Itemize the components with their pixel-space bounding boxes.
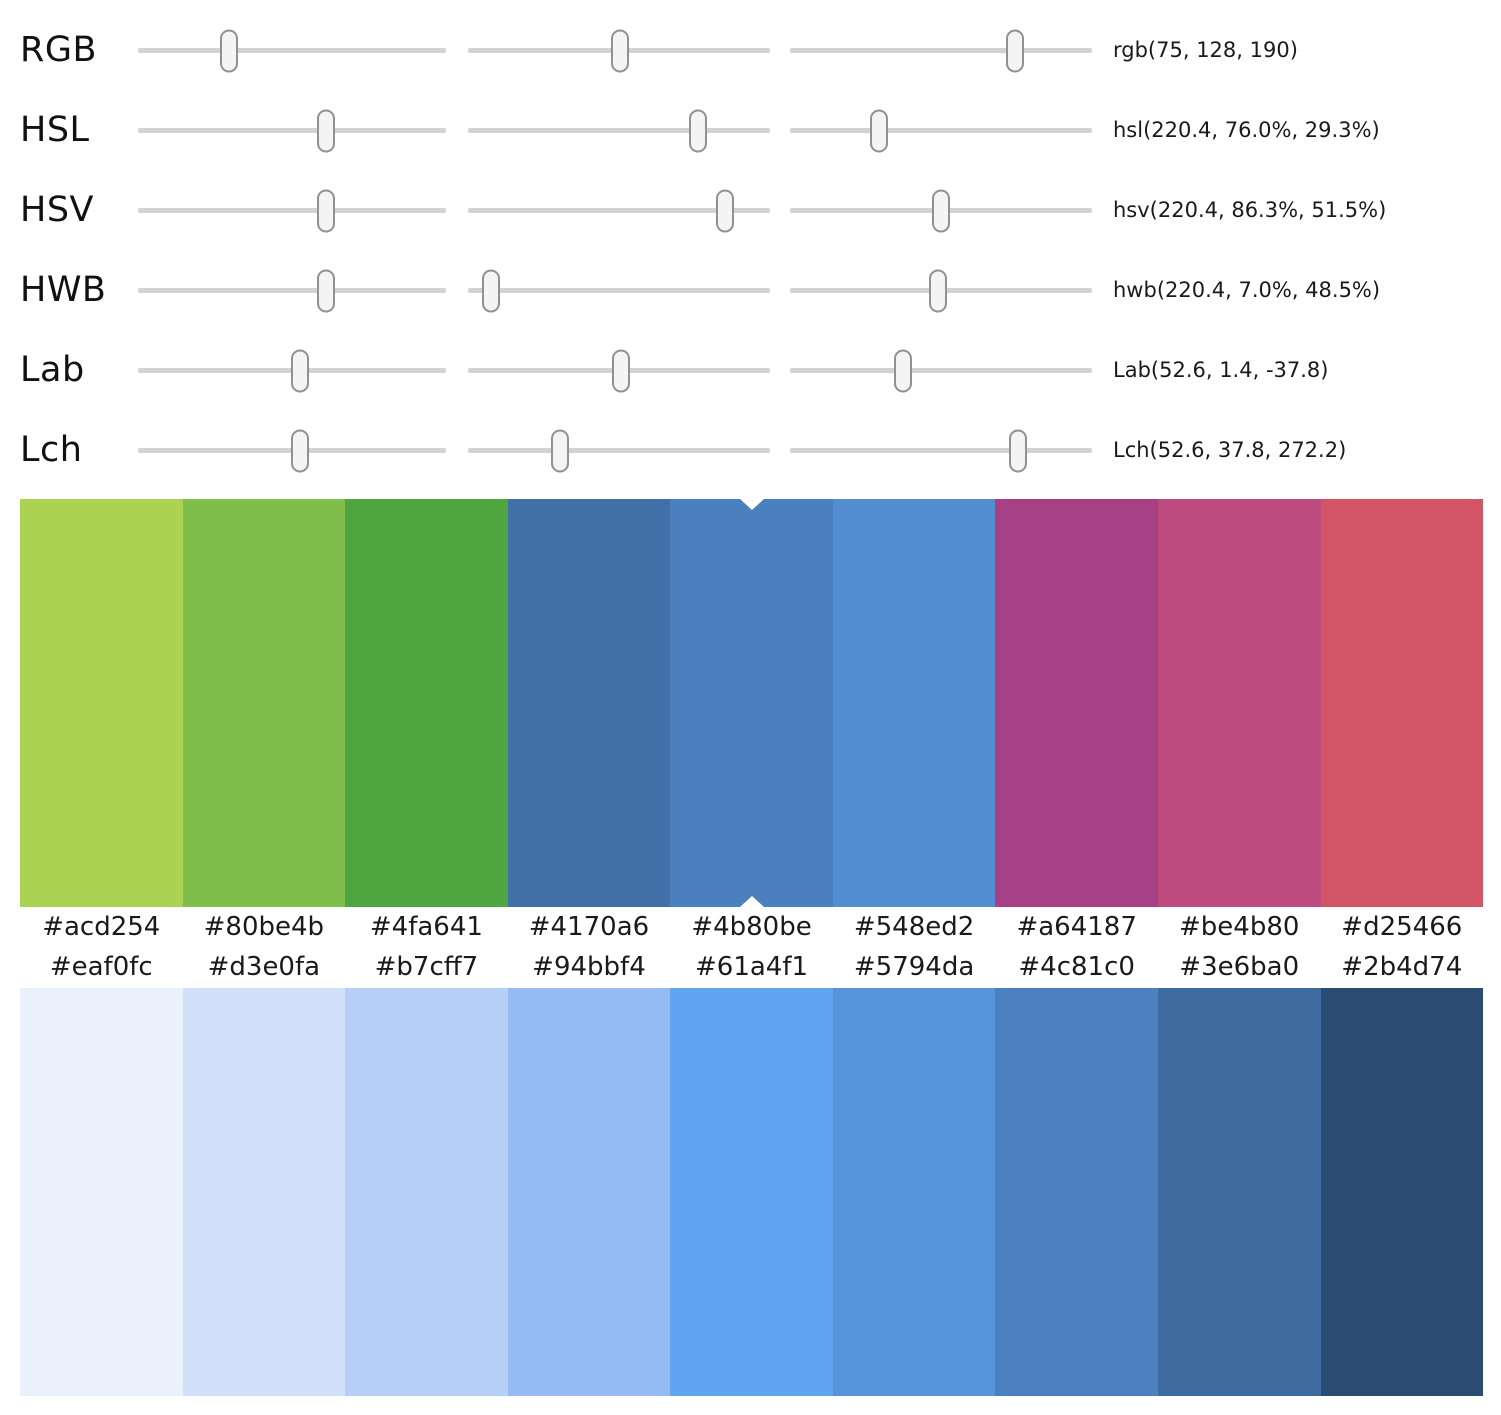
colorspace-label-lab: Lab xyxy=(20,350,85,390)
hwb-value-text: hwb(220.4, 7.0%, 48.5%) xyxy=(1113,278,1381,302)
slider-row-hsl: HSL hsl(220.4, 76.0%, 29.3%) xyxy=(0,90,1501,170)
palette-swatch[interactable] xyxy=(995,988,1158,1396)
palette-swatch[interactable] xyxy=(20,499,183,907)
lch-h-slider-track[interactable] xyxy=(790,429,1092,472)
swatch-hex-label: #3e6ba0 xyxy=(1179,952,1300,982)
lab-a-slider-handle[interactable] xyxy=(611,349,630,392)
selected-swatch-bottom-notch-icon xyxy=(739,896,764,907)
selected-swatch-top-notch-icon xyxy=(739,499,764,510)
swatch-hex-label: #d25466 xyxy=(1341,911,1463,942)
palette-swatch[interactable] xyxy=(182,499,346,907)
lch-value-text: Lch(52.6, 37.8, 272.2) xyxy=(1113,438,1347,462)
swatch-hex-label: #80be4b xyxy=(203,911,325,942)
rgb-g-slider-handle[interactable] xyxy=(610,29,629,72)
hsl-s-slider-handle[interactable] xyxy=(688,109,707,152)
rgb-r-slider-track[interactable] xyxy=(138,29,446,72)
colorspace-label-hsl: HSL xyxy=(20,110,90,150)
hue-palette xyxy=(20,499,1484,907)
hsl-l-slider-handle[interactable] xyxy=(870,109,889,152)
lab-l-slider-track[interactable] xyxy=(138,349,446,392)
lch-c-slider-handle[interactable] xyxy=(551,429,570,472)
hwb-w-slider-track[interactable] xyxy=(468,269,770,312)
lab-b-slider-handle[interactable] xyxy=(893,349,912,392)
swatch-hex-label: #4fa641 xyxy=(369,911,483,942)
slider-row-lab: Lab Lab(52.6, 1.4, -37.8) xyxy=(0,330,1501,410)
palette-swatch[interactable] xyxy=(670,499,833,907)
tint-palette-hex-labels: #eaf0fc #d3e0fa #b7cff7 #94bbf4 #61a4f1 #5794… xyxy=(20,946,1483,988)
swatch-hex-label: #61a4f1 xyxy=(695,952,809,982)
lab-value-text: Lab(52.6, 1.4, -37.8) xyxy=(1113,358,1329,382)
hwb-h-slider-handle[interactable] xyxy=(317,269,336,312)
palette-swatch[interactable] xyxy=(995,499,1158,907)
swatch-hex-label: #2b4d74 xyxy=(1341,952,1463,982)
rgb-g-slider-track[interactable] xyxy=(468,29,770,72)
palette-swatch[interactable] xyxy=(832,499,996,907)
swatch-hex-label: #4b80be xyxy=(691,911,812,942)
hwb-b-slider-track[interactable] xyxy=(790,269,1092,312)
slider-row-hwb: HWB hwb(220.4, 7.0%, 48.5%) xyxy=(0,250,1501,330)
palette-swatch[interactable] xyxy=(832,988,996,1396)
hsv-value-text: hsv(220.4, 86.3%, 51.5%) xyxy=(1113,198,1387,222)
palette-swatch[interactable] xyxy=(507,499,671,907)
palette-swatch[interactable] xyxy=(345,499,508,907)
lab-l-slider-handle[interactable] xyxy=(291,349,310,392)
swatch-hex-label: #d3e0fa xyxy=(207,952,321,982)
slider-row-hsv: HSV hsv(220.4, 86.3%, 51.5%) xyxy=(0,170,1501,250)
swatch-hex-label: #acd254 xyxy=(42,911,161,942)
hsl-h-slider-handle[interactable] xyxy=(317,109,336,152)
palette-swatch[interactable] xyxy=(1157,499,1321,907)
hsv-h-slider-track[interactable] xyxy=(138,189,446,232)
palette-swatch[interactable] xyxy=(1320,499,1484,907)
hsv-v-slider-handle[interactable] xyxy=(932,189,950,232)
hsv-h-slider-handle[interactable] xyxy=(317,189,336,232)
colorspace-label-rgb: RGB xyxy=(20,30,97,70)
lab-b-slider-track[interactable] xyxy=(790,349,1092,392)
hsl-h-slider-track[interactable] xyxy=(138,109,446,152)
rgb-b-slider-track[interactable] xyxy=(790,29,1092,72)
rgb-value-text: rgb(75, 128, 190) xyxy=(1113,38,1298,62)
hsl-l-slider-track[interactable] xyxy=(790,109,1092,152)
hsv-s-slider-track[interactable] xyxy=(468,189,770,232)
palette-swatch[interactable] xyxy=(345,988,508,1396)
rgb-b-slider-handle[interactable] xyxy=(1005,29,1024,72)
swatch-hex-label: #94bbf4 xyxy=(532,952,646,982)
swatch-hex-label: #4170a6 xyxy=(528,911,650,942)
swatch-hex-label: #4c81c0 xyxy=(1018,952,1135,982)
swatch-hex-label: #be4b80 xyxy=(1179,911,1300,942)
colorspace-label-hwb: HWB xyxy=(20,270,107,310)
tint-palette xyxy=(20,988,1484,1396)
hue-palette-hex-labels: #acd254 #80be4b #4fa641 #4170a6 #4b80be #548e… xyxy=(20,907,1483,946)
palette-swatch[interactable] xyxy=(1320,988,1484,1396)
hsv-s-slider-handle[interactable] xyxy=(715,189,734,232)
lch-l-slider-handle[interactable] xyxy=(291,429,310,472)
palette-swatch[interactable] xyxy=(20,988,183,1396)
swatch-hex-label: #5794da xyxy=(853,952,975,982)
palette-swatch[interactable] xyxy=(1157,988,1321,1396)
swatch-hex-label: #a64187 xyxy=(1016,911,1137,942)
lch-l-slider-track[interactable] xyxy=(138,429,446,472)
hsv-v-slider-track[interactable] xyxy=(790,189,1092,232)
lab-a-slider-track[interactable] xyxy=(468,349,770,392)
hsl-value-text: hsl(220.4, 76.0%, 29.3%) xyxy=(1113,118,1380,142)
swatch-hex-label: #eaf0fc xyxy=(49,952,153,982)
hwb-h-slider-track[interactable] xyxy=(138,269,446,312)
palette-swatch[interactable] xyxy=(182,988,346,1396)
hsl-s-slider-track[interactable] xyxy=(468,109,770,152)
colorspace-label-lch: Lch xyxy=(20,430,83,470)
lch-h-slider-handle[interactable] xyxy=(1009,429,1028,472)
slider-row-lch: Lch Lch(52.6, 37.8, 272.2) xyxy=(0,410,1501,490)
palette-swatch[interactable] xyxy=(670,988,833,1396)
palette-swatch[interactable] xyxy=(507,988,671,1396)
lch-c-slider-track[interactable] xyxy=(468,429,770,472)
hwb-w-slider-handle[interactable] xyxy=(481,269,500,312)
swatch-hex-label: #548ed2 xyxy=(853,911,975,942)
rgb-r-slider-handle[interactable] xyxy=(219,29,238,72)
hwb-b-slider-handle[interactable] xyxy=(928,269,947,312)
colorspace-label-hsv: HSV xyxy=(20,190,94,230)
swatch-hex-label: #b7cff7 xyxy=(374,952,479,982)
slider-row-rgb: RGB rgb(75, 128, 190) xyxy=(0,10,1501,90)
